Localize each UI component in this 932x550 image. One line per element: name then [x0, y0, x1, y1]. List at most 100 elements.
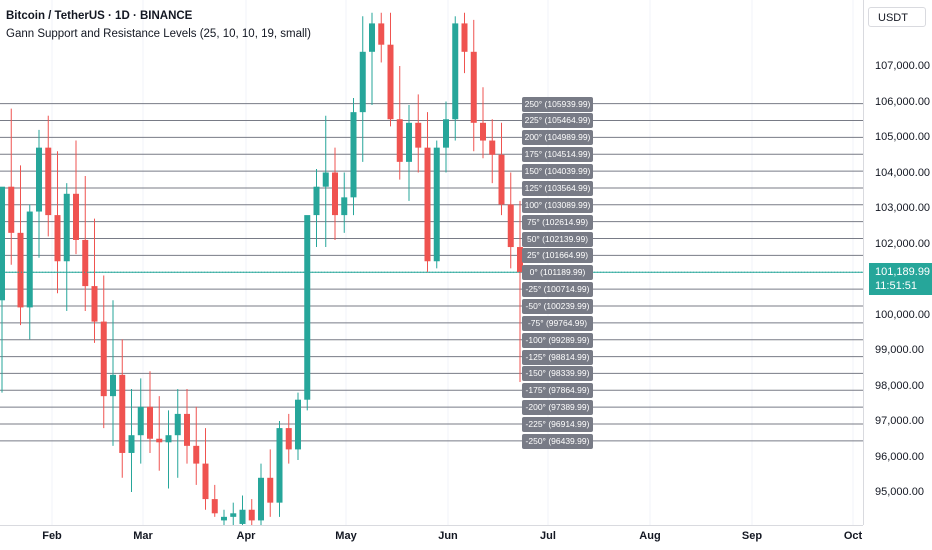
gann-level-label-8: 50° (102139.99) [522, 231, 593, 247]
candle-body-39 [359, 51, 366, 113]
candle-body-51 [470, 51, 477, 123]
gann-level-label-15: -125° (98814.99) [522, 349, 593, 365]
candle-body-28 [258, 477, 264, 521]
candle-body-31 [285, 428, 292, 450]
candle-body-52 [480, 122, 486, 141]
time-scale[interactable] [0, 525, 863, 550]
candle-body-53 [489, 140, 496, 155]
symbol-title[interactable]: Bitcoin / TetherUS · 1D · BINANCE [6, 10, 193, 22]
candle-body-18 [165, 435, 172, 443]
candle-body-8 [73, 193, 79, 240]
gann-level-label-14: -100° (99289.99) [522, 332, 593, 348]
gann-level-label-19: -225° (96914.99) [522, 417, 593, 433]
candle-body-56 [517, 247, 523, 273]
candle-body-12 [110, 374, 116, 397]
gann-level-label-5: 125° (103564.99) [522, 180, 593, 196]
price-tick-12: 95,000.00 [875, 486, 924, 498]
candle-body-49 [452, 23, 459, 120]
price-scale[interactable] [863, 0, 932, 525]
candle-body-46 [424, 147, 431, 262]
candle-body-1 [8, 186, 15, 233]
candle-body-15 [137, 406, 144, 436]
candle-body-17 [156, 438, 163, 443]
price-tick-0: 107,000.00 [875, 60, 931, 72]
bar-countdown: 11:51:51 [875, 280, 918, 292]
price-tick-3: 104,000.00 [875, 166, 931, 179]
candle-body-43 [396, 119, 403, 162]
candle-body-20 [184, 413, 190, 446]
price-tick-4: 103,000.00 [875, 202, 931, 214]
candle-body-6 [54, 215, 61, 262]
candle-body-38 [350, 112, 357, 198]
time-tick-4: Jun [438, 530, 458, 542]
price-tick-9: 98,000.00 [875, 379, 924, 392]
gann-level-label-10: 0° (101189.99) [522, 265, 593, 281]
indicator-title[interactable]: Gann Support and Resistance Levels (25, … [6, 28, 311, 40]
gann-level-label-9: 25° (101664.99) [522, 248, 593, 264]
time-tick-8: Oct [843, 530, 863, 542]
candle-body-48 [443, 119, 449, 148]
candle-body-26 [239, 509, 246, 524]
candle-body-54 [498, 154, 505, 205]
gann-level-label-12: -50° (100239.99) [522, 298, 593, 314]
candle-body-44 [406, 122, 412, 162]
candle-body-7 [63, 193, 70, 262]
candle-body-29 [267, 477, 274, 503]
time-tick-0: Feb [42, 530, 62, 542]
candle-body-21 [193, 445, 200, 464]
candle-body-45 [415, 122, 422, 148]
candle-body-16 [147, 406, 153, 439]
gann-level-label-6: 100° (103089.99) [522, 197, 593, 213]
candle-body-4 [36, 147, 42, 212]
gann-level-label-7: 75° (102614.99) [522, 214, 593, 230]
gann-level-lines [0, 103, 863, 442]
candle-body-37 [341, 197, 348, 216]
gann-level-label-1: 225° (105464.99) [522, 113, 593, 129]
candle-body-30 [276, 428, 283, 503]
candle-body-35 [322, 172, 329, 187]
price-tick-1: 106,000.00 [875, 95, 931, 108]
time-tick-5: Jul [540, 530, 556, 542]
time-tick-6: Aug [639, 530, 661, 542]
candle-body-22 [202, 463, 209, 500]
gann-level-label-11: -25° (100714.99) [522, 282, 593, 298]
gann-level-label-16: -150° (98339.99) [522, 366, 593, 382]
price-tick-11: 96,000.00 [875, 450, 924, 463]
candle-body-5 [45, 147, 52, 216]
gann-level-label-4: 150° (104039.99) [522, 164, 593, 180]
price-tick-10: 97,000.00 [875, 415, 924, 427]
candle-body-10 [91, 286, 98, 322]
price-tick-8: 99,000.00 [875, 344, 924, 356]
candle-body-14 [128, 435, 135, 453]
candle-body-34 [313, 186, 320, 216]
candle-body-42 [387, 44, 394, 120]
candle-body-33 [304, 215, 311, 400]
candle-body-32 [295, 399, 301, 450]
time-tick-7: Sep [741, 530, 763, 542]
currency-selector[interactable]: USDT [868, 7, 926, 27]
price-chart[interactable] [0, 0, 863, 525]
gann-level-label-3: 175° (104514.99) [522, 147, 593, 163]
gann-level-label-0: 250° (105939.99) [522, 96, 593, 112]
candle-body-9 [82, 239, 89, 287]
candle-body-41 [378, 23, 385, 45]
candle-body-50 [461, 23, 468, 52]
candle-body-27 [248, 509, 255, 521]
gann-level-label-13: -75° (99764.99) [522, 315, 593, 331]
candle-body-47 [433, 147, 440, 262]
price-tick-2: 105,000.00 [875, 131, 931, 143]
candle-body-0 [0, 186, 5, 301]
candle-body-19 [174, 413, 181, 436]
time-tick-3: May [335, 530, 357, 542]
last-price-badge: 101,189.99 11:51:51 [869, 263, 932, 295]
candle-body-55 [507, 204, 514, 248]
candle-body-24 [221, 516, 227, 521]
gann-level-label-18: -200° (97389.99) [522, 400, 593, 416]
candle-body-23 [211, 499, 218, 514]
candle-body-11 [100, 321, 107, 397]
candle-body-13 [119, 374, 126, 453]
candle-body-3 [26, 211, 33, 308]
last-price-value: 101,189.99 [875, 266, 931, 278]
candle-body-25 [230, 513, 237, 517]
